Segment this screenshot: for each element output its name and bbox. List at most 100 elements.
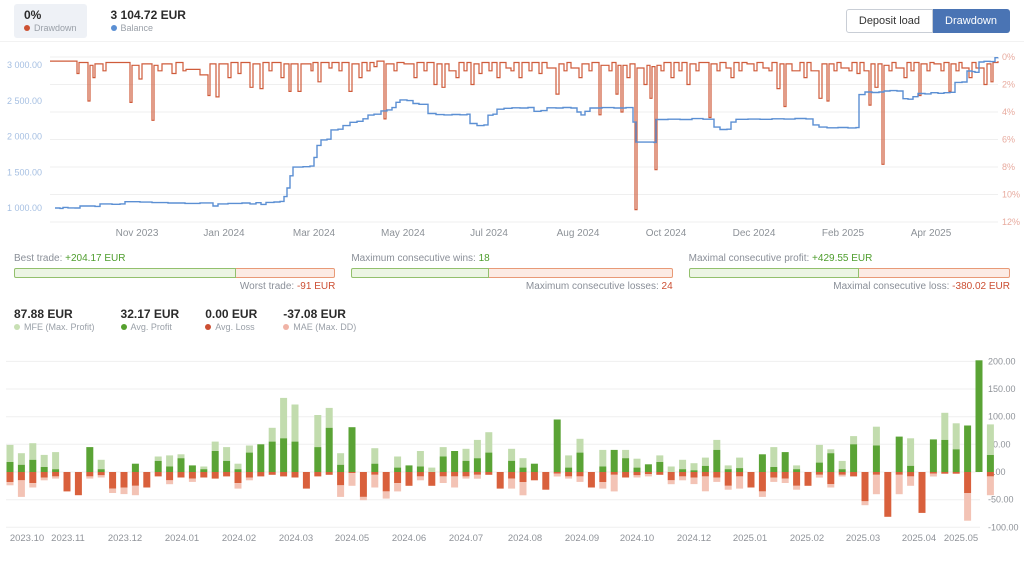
svg-text:2024.03: 2024.03 xyxy=(279,533,313,544)
max-consecutive-profit-label: Maximal consecutive profit: xyxy=(688,253,810,264)
x-axis-label: Jul 2024 xyxy=(470,228,508,239)
svg-text:-100.00: -100.00 xyxy=(988,522,1019,532)
max-consecutive-wins-value: 18 xyxy=(478,253,490,264)
best-worst-progress-bar xyxy=(14,268,336,278)
x-axis-label: Oct 2024 xyxy=(645,228,687,239)
max-consecutive-profit-value: +429.55 EUR xyxy=(812,253,873,264)
worst-trade-value: -91 EUR xyxy=(296,281,336,292)
svg-text:6%: 6% xyxy=(1002,135,1015,145)
svg-text:2025.04: 2025.04 xyxy=(902,533,936,544)
avg-profit-value: 32.17 EUR xyxy=(120,307,180,321)
svg-text:-50.00: -50.00 xyxy=(988,495,1014,505)
svg-text:1 500.00: 1 500.00 xyxy=(7,167,42,177)
mfe-stat: 87.88 EUR MFE (Max. Profit) xyxy=(14,307,95,333)
mae-label: MAE (Max. DD) xyxy=(293,322,357,332)
best-worst-trade-block: Best trade: +204.17 EUR Worst trade: -91… xyxy=(14,252,335,300)
balance-legend-dot-icon xyxy=(110,24,117,31)
svg-text:2025.02: 2025.02 xyxy=(790,533,824,544)
balance-value: 3 104.72 EUR xyxy=(110,7,186,22)
mfe-legend-dot-icon xyxy=(14,324,20,330)
consecutive-wins-block: Maximum consecutive wins: 18 Maximum con… xyxy=(351,252,673,300)
balance-drawdown-chart: 3 000.00 2 500.00 2 000.00 1 500.00 1 000.00… xyxy=(0,42,1024,232)
drawdown-summary-chip[interactable]: 0% Drawdown xyxy=(14,3,87,38)
svg-text:0%: 0% xyxy=(1002,52,1015,62)
mfe-value: 87.88 EUR xyxy=(14,307,73,321)
avg-profit-stat: 32.17 EUR Avg. Profit xyxy=(120,307,180,333)
svg-text:2024.12: 2024.12 xyxy=(677,533,711,544)
drawdown-legend-dot-icon xyxy=(24,24,30,31)
svg-text:2 500.00: 2 500.00 xyxy=(7,96,42,106)
svg-text:12%: 12% xyxy=(1002,217,1020,227)
balance-legend: Balance xyxy=(110,22,186,34)
svg-text:2024.10: 2024.10 xyxy=(620,533,654,544)
x-axis-label: Dec 2024 xyxy=(732,228,776,239)
best-trade-label: Best trade: xyxy=(14,253,63,264)
svg-text:1 000.00: 1 000.00 xyxy=(7,203,42,213)
avg-loss-label: Avg. Loss xyxy=(215,322,255,332)
x-axis-label: Feb 2025 xyxy=(821,228,865,239)
svg-text:2024.01: 2024.01 xyxy=(165,533,199,544)
avg-loss-legend-dot-icon xyxy=(205,324,212,330)
wins-losses-progress-bar xyxy=(351,268,673,278)
x-axis-label: Nov 2023 xyxy=(115,228,159,239)
svg-text:2024.08: 2024.08 xyxy=(508,533,542,544)
drawdown-legend-label: Drawdown xyxy=(34,22,77,33)
svg-text:2025.01: 2025.01 xyxy=(733,533,767,544)
avg-loss-value: 0.00 EUR xyxy=(205,307,258,321)
svg-text:2024.07: 2024.07 xyxy=(449,533,483,544)
trade-averages-section: 87.88 EUR MFE (Max. Profit) 32.17 EUR Av… xyxy=(14,307,356,333)
svg-text:2025.05: 2025.05 xyxy=(944,533,978,544)
weekly-profit-bar-chart: 200.00 150.00 100.00 50.00 0.00 -50.00 -100.00… xyxy=(0,345,1024,558)
svg-text:0.00: 0.00 xyxy=(988,467,1006,477)
svg-text:2 000.00: 2 000.00 xyxy=(7,132,42,142)
svg-text:50.00: 50.00 xyxy=(988,439,1011,449)
max-consecutive-loss-value: -380.02 EUR xyxy=(952,281,1010,292)
trade-extremes-section: Best trade: +204.17 EUR Worst trade: -91… xyxy=(0,252,1024,300)
drawdown-legend: Drawdown xyxy=(24,22,77,34)
svg-text:2024.02: 2024.02 xyxy=(222,533,256,544)
header: 0% Drawdown 3 104.72 EUR Balance Deposit… xyxy=(0,0,1024,42)
chart-mode-toggle: Deposit load Drawdown xyxy=(845,8,1010,33)
x-axis-label: Jan 2024 xyxy=(203,228,245,239)
max-consecutive-losses-label: Maximum consecutive losses: xyxy=(525,281,659,292)
svg-text:150.00: 150.00 xyxy=(988,384,1016,394)
svg-text:2024.06: 2024.06 xyxy=(392,533,426,544)
svg-text:2024.05: 2024.05 xyxy=(335,533,369,544)
svg-text:2024.09: 2024.09 xyxy=(565,533,599,544)
max-consecutive-loss-label: Maximal consecutive loss: xyxy=(833,281,950,292)
svg-text:2023.12: 2023.12 xyxy=(108,533,142,544)
svg-text:10%: 10% xyxy=(1002,190,1020,200)
svg-text:2023.10: 2023.10 xyxy=(10,533,44,544)
svg-text:4%: 4% xyxy=(1002,107,1015,117)
best-trade-value: +204.17 EUR xyxy=(65,253,126,264)
max-consecutive-wins-label: Maximum consecutive wins: xyxy=(351,253,476,264)
balance-legend-label: Balance xyxy=(120,22,154,33)
avg-profit-legend-dot-icon xyxy=(120,324,127,330)
avg-profit-label: Avg. Profit xyxy=(130,322,172,332)
drawdown-button[interactable]: Drawdown xyxy=(933,8,1010,33)
balance-summary-chip[interactable]: 3 104.72 EUR Balance xyxy=(101,4,196,38)
x-axis-label: Apr 2025 xyxy=(910,228,952,239)
x-axis-label: Aug 2024 xyxy=(556,228,600,239)
x-axis-label: Mar 2024 xyxy=(292,228,336,239)
profit-loss-progress-bar xyxy=(688,268,1010,278)
mfe-label: MFE (Max. Profit) xyxy=(24,322,95,332)
svg-text:200.00: 200.00 xyxy=(988,356,1016,366)
max-consecutive-losses-value: 24 xyxy=(661,281,673,292)
svg-text:2023.11: 2023.11 xyxy=(51,533,85,544)
svg-text:100.00: 100.00 xyxy=(988,412,1016,422)
mae-value: -37.08 EUR xyxy=(283,307,346,321)
balance-chart-x-axis: Nov 2023 Jan 2024 Mar 2024 May 2024 Jul 2024… xyxy=(0,228,1024,244)
worst-trade-label: Worst trade: xyxy=(239,281,295,292)
svg-text:2%: 2% xyxy=(1002,80,1015,90)
consecutive-profit-block: Maximal consecutive profit: +429.55 EUR … xyxy=(688,252,1010,300)
mae-legend-dot-icon xyxy=(283,324,290,330)
drawdown-percent-value: 0% xyxy=(24,7,42,22)
x-axis-label: May 2024 xyxy=(381,228,425,239)
svg-text:3 000.00: 3 000.00 xyxy=(7,60,42,70)
svg-text:8%: 8% xyxy=(1002,162,1015,172)
svg-text:2025.03: 2025.03 xyxy=(846,533,880,544)
mae-stat: -37.08 EUR MAE (Max. DD) xyxy=(283,307,356,333)
avg-loss-stat: 0.00 EUR Avg. Loss xyxy=(205,307,257,333)
deposit-load-button[interactable]: Deposit load xyxy=(845,8,934,33)
